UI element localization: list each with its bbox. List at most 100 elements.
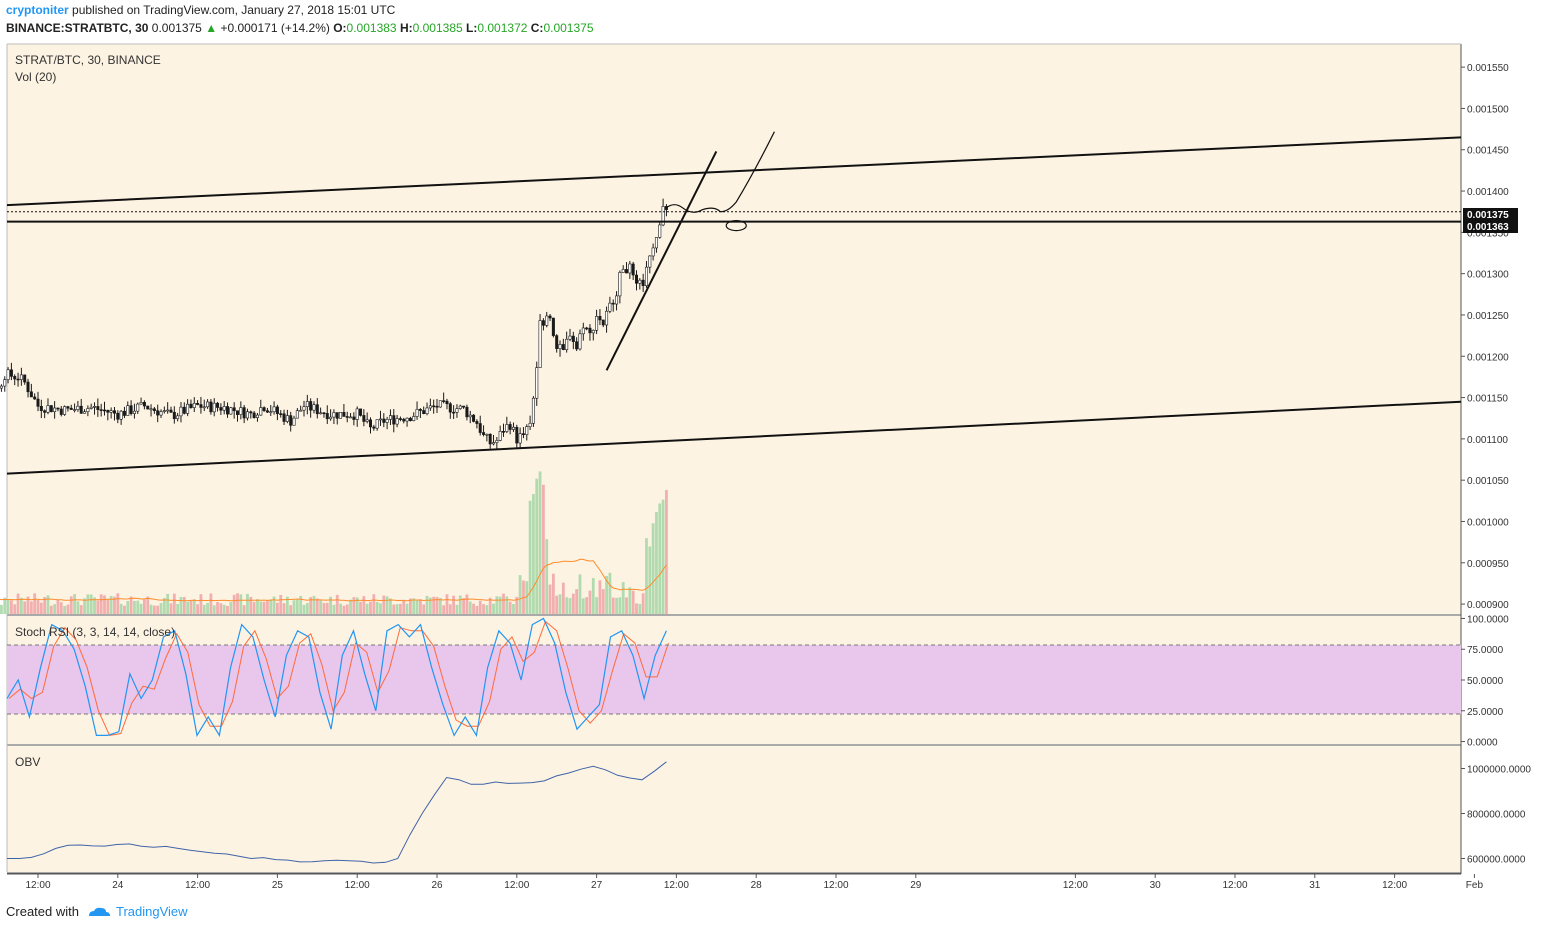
volume-bar <box>246 593 249 614</box>
volume-bar <box>89 594 93 614</box>
candle-body <box>99 409 103 411</box>
low-label: L: <box>466 21 478 35</box>
volume-bar <box>182 596 186 614</box>
volume-bar <box>19 597 23 614</box>
level-badge <box>1463 220 1518 233</box>
volume-bar <box>53 604 57 614</box>
volume-bar <box>458 595 462 614</box>
candle-body <box>585 327 589 330</box>
candle-body <box>69 407 73 410</box>
volume-bar <box>26 596 30 614</box>
price-pane-bg <box>7 44 1461 614</box>
obv-pane-title: OBV <box>15 755 40 769</box>
price-pane-title: STRAT/BTC, 30, BINANCE <box>15 53 161 67</box>
volume-bar <box>332 604 336 614</box>
candle-body <box>462 405 466 408</box>
volume-bar <box>448 604 452 614</box>
volume-bar <box>495 596 499 614</box>
volume-bar <box>36 599 40 614</box>
volume-bar <box>59 602 63 614</box>
volume-bar <box>229 602 233 614</box>
volume-bar <box>598 580 602 614</box>
candle-body <box>605 310 609 326</box>
candle-body <box>525 426 529 435</box>
candle-body <box>638 279 642 284</box>
volume-bar <box>502 593 505 614</box>
symbol-label: BINANCE:STRATBTC, 30 <box>6 21 149 35</box>
candle-body <box>66 406 70 409</box>
volume-bar <box>445 594 449 614</box>
candle-body <box>319 412 323 415</box>
stoch-axis-label: 0.0000 <box>1467 738 1498 749</box>
candle-body <box>588 327 592 334</box>
candle-body <box>86 408 90 413</box>
candle-body <box>259 407 263 416</box>
volume-bar <box>488 597 492 614</box>
candle-body <box>405 417 409 422</box>
volume-bar <box>166 593 170 614</box>
candle-body <box>312 404 316 411</box>
volume-bar <box>172 593 176 614</box>
candle-body <box>375 419 379 429</box>
candle-body <box>275 406 279 414</box>
volume-bar <box>625 597 628 614</box>
time-axis-label: 12:00 <box>664 880 689 891</box>
drawing-tools[interactable] <box>6 131 1462 475</box>
price-axis-label: 0.001500 <box>1467 104 1509 115</box>
candle-body <box>79 405 83 414</box>
candle-body <box>372 426 376 429</box>
volume-bar <box>222 604 226 614</box>
candle-body <box>428 405 432 409</box>
candle-body <box>508 424 512 430</box>
volume-bar <box>422 604 426 614</box>
volume-bar <box>615 597 618 614</box>
volume-bar <box>442 605 446 614</box>
volume-bar <box>525 581 529 614</box>
volume-bar <box>256 599 259 614</box>
candle-body <box>654 237 658 249</box>
volume-bar <box>498 596 502 614</box>
volume-bar <box>146 596 150 614</box>
volume-bar <box>66 604 70 614</box>
author-link[interactable]: cryptoniter <box>6 3 69 17</box>
candle-body <box>56 407 60 410</box>
candle-body <box>149 408 153 411</box>
candle-body <box>495 440 499 443</box>
volume-bar <box>638 603 642 614</box>
volume-bar <box>63 605 66 614</box>
candle-body <box>229 407 233 415</box>
volume-bar <box>618 597 622 614</box>
volume-bar <box>216 602 219 614</box>
candle-body <box>305 401 309 407</box>
candle-body <box>362 415 366 422</box>
time-axis-label: 12:00 <box>185 880 210 891</box>
obv-path <box>7 761 667 864</box>
volume-bar <box>641 593 645 614</box>
tradingview-link[interactable]: TradingView <box>87 904 188 919</box>
volume-bar <box>113 596 116 614</box>
candle-body <box>368 419 372 428</box>
volume-bar <box>478 600 482 614</box>
volume-bar <box>455 604 459 614</box>
candle-body <box>236 410 240 415</box>
candle-body <box>146 405 150 410</box>
candle-body <box>89 406 93 409</box>
candle-body <box>83 411 87 414</box>
price-axis-label: 0.001100 <box>1467 435 1508 446</box>
candle-body <box>96 406 100 410</box>
candle-body <box>432 405 436 408</box>
candle-body <box>53 407 57 413</box>
volume-bar <box>601 589 605 614</box>
volume-bar <box>106 598 110 614</box>
volume-bar <box>162 597 166 614</box>
candle-body <box>628 263 632 274</box>
candle-body <box>445 400 449 405</box>
volume-bar <box>16 593 20 614</box>
time-axis-label: Feb <box>1466 880 1484 891</box>
last-price-badge-text: 0.001375 <box>1467 210 1509 221</box>
volume-bar <box>551 573 555 614</box>
candle-body <box>242 407 246 419</box>
candle-body <box>418 409 422 411</box>
volume-bar <box>156 605 160 614</box>
